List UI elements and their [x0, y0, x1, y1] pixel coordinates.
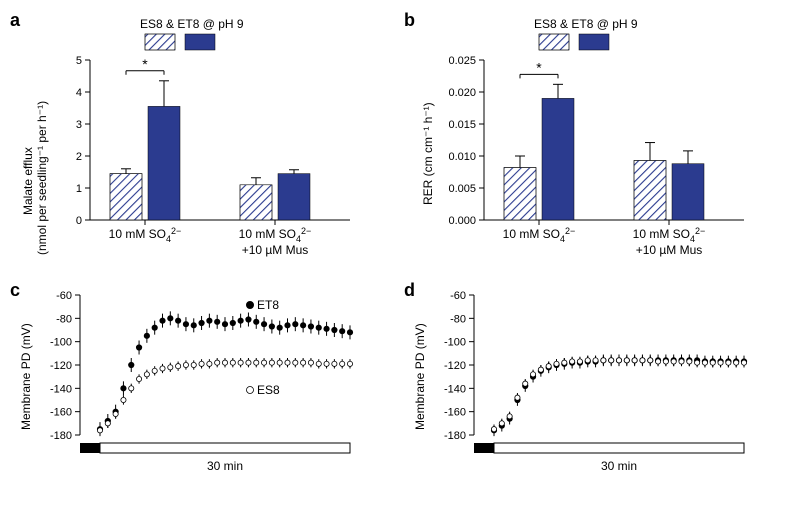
timebar-closed-d: [474, 443, 494, 453]
svg-text:3: 3: [76, 119, 82, 131]
svg-text:-80: -80: [56, 313, 72, 325]
yaxis-title-c: Membrane PD (mV): [19, 323, 33, 430]
svg-text:10 mM SO42−: 10 mM SO42−: [239, 226, 312, 244]
svg-text:-140: -140: [50, 383, 72, 395]
svg-text:-100: -100: [50, 337, 72, 349]
svg-text:4: 4: [76, 87, 82, 99]
bars-b: *: [504, 59, 704, 225]
timebar-closed-c: [80, 443, 100, 453]
svg-text:10 mM SO42−: 10 mM SO42−: [109, 226, 182, 244]
xlabels-a: 10 mM SO42−10 mM SO42−+10 µM Mus: [109, 226, 312, 257]
panel-label-d: d: [404, 280, 415, 301]
svg-text:*: *: [536, 59, 542, 75]
yaxis-title-a1: Malate efflux: [21, 147, 35, 215]
svg-text:-120: -120: [50, 360, 72, 372]
panel-label-b: b: [404, 10, 415, 31]
timebar-open-d: [494, 443, 744, 453]
svg-text:-180: -180: [444, 430, 466, 442]
svg-text:-60: -60: [56, 290, 72, 302]
bars-a: *: [110, 56, 310, 225]
yticks-a: 0 1 2 3 4 5: [76, 55, 90, 227]
svg-text:10 mM SO42−: 10 mM SO42−: [503, 226, 576, 244]
svg-text:0.005: 0.005: [448, 183, 476, 195]
svg-text:0.020: 0.020: [448, 87, 476, 99]
yticks-d: -180 -160 -140 -120 -100 -80 -60: [444, 290, 474, 442]
svg-text:0.010: 0.010: [448, 151, 476, 163]
yticks-b: 0.000 0.005 0.010 0.015 0.020 0.025: [448, 55, 484, 227]
svg-text:1: 1: [76, 183, 82, 195]
chart-c: -180 -160 -140 -120 -100 -80 -60 30 min ET8 ES…: [10, 280, 380, 490]
svg-text:5: 5: [76, 55, 82, 67]
svg-text:-180: -180: [50, 430, 72, 442]
panel-label-a: a: [10, 10, 20, 31]
figure-grid: a ES8 & ET8 @ pH 9 0 1 2 3 4 5 *: [10, 10, 778, 490]
svg-text:-160: -160: [444, 407, 466, 419]
legend-title-a: ES8 & ET8 @ pH 9: [140, 17, 244, 31]
svg-text:0: 0: [76, 215, 82, 227]
legend-title-b: ES8 & ET8 @ pH 9: [534, 17, 638, 31]
svg-text:-140: -140: [444, 383, 466, 395]
series-c: [97, 311, 352, 436]
xlabel-c: 30 min: [207, 459, 243, 473]
panel-a: a ES8 & ET8 @ pH 9 0 1 2 3 4 5 *: [10, 10, 384, 270]
chart-b: ES8 & ET8 @ pH 9 0.0000.0050.0100.0150.0…: [404, 10, 774, 270]
yaxis-title-b: RER (cm cm⁻¹ h⁻¹): [421, 102, 435, 205]
svg-text:ET8: ET8: [257, 298, 279, 312]
chart-a: ES8 & ET8 @ pH 9 0 1 2 3 4 5 * 10 mM SO42− 10 …: [10, 10, 380, 270]
timebar-open-c: [100, 443, 350, 453]
svg-text:+10 µM Mus: +10 µM Mus: [242, 243, 309, 257]
svg-text:2: 2: [76, 151, 82, 163]
xlabel-d: 30 min: [601, 459, 637, 473]
chart-d: -180 -160 -140 -120 -100 -80 -60 30 min Membra…: [404, 280, 774, 490]
svg-text:0.025: 0.025: [448, 55, 476, 67]
svg-text:-120: -120: [444, 360, 466, 372]
yaxis-title-d: Membrane PD (mV): [413, 323, 427, 430]
yticks-c: -180 -160 -140 -120 -100 -80 -60: [50, 290, 80, 442]
svg-text:-160: -160: [50, 407, 72, 419]
panel-d: d -180 -160 -140 -120 -100 -80 -60 30 min Memb…: [404, 280, 778, 490]
legend-swatch-et8-a: [185, 34, 215, 50]
series-d: [491, 355, 746, 437]
panel-label-c: c: [10, 280, 20, 301]
yaxis-title-a2: (nmol per seedling⁻¹ per h⁻¹): [35, 101, 49, 255]
xlabels-b: 10 mM SO42−10 mM SO42−+10 µM Mus: [503, 226, 706, 257]
svg-text:*: *: [142, 56, 148, 72]
svg-text:-60: -60: [450, 290, 466, 302]
panel-c: c -180 -160 -140 -120 -100 -80 -60 30 min ET8 …: [10, 280, 384, 490]
svg-text:10 mM SO42−: 10 mM SO42−: [633, 226, 706, 244]
svg-text:0.000: 0.000: [448, 215, 476, 227]
svg-text:0.015: 0.015: [448, 119, 476, 131]
svg-text:-80: -80: [450, 313, 466, 325]
svg-text:-100: -100: [444, 337, 466, 349]
legend-c: ET8 ES8: [247, 298, 281, 397]
svg-text:ES8: ES8: [257, 383, 280, 397]
panel-b: b ES8 & ET8 @ pH 9 0.0000.0050.0100.0150…: [404, 10, 778, 270]
svg-text:+10 µM Mus: +10 µM Mus: [636, 243, 703, 257]
